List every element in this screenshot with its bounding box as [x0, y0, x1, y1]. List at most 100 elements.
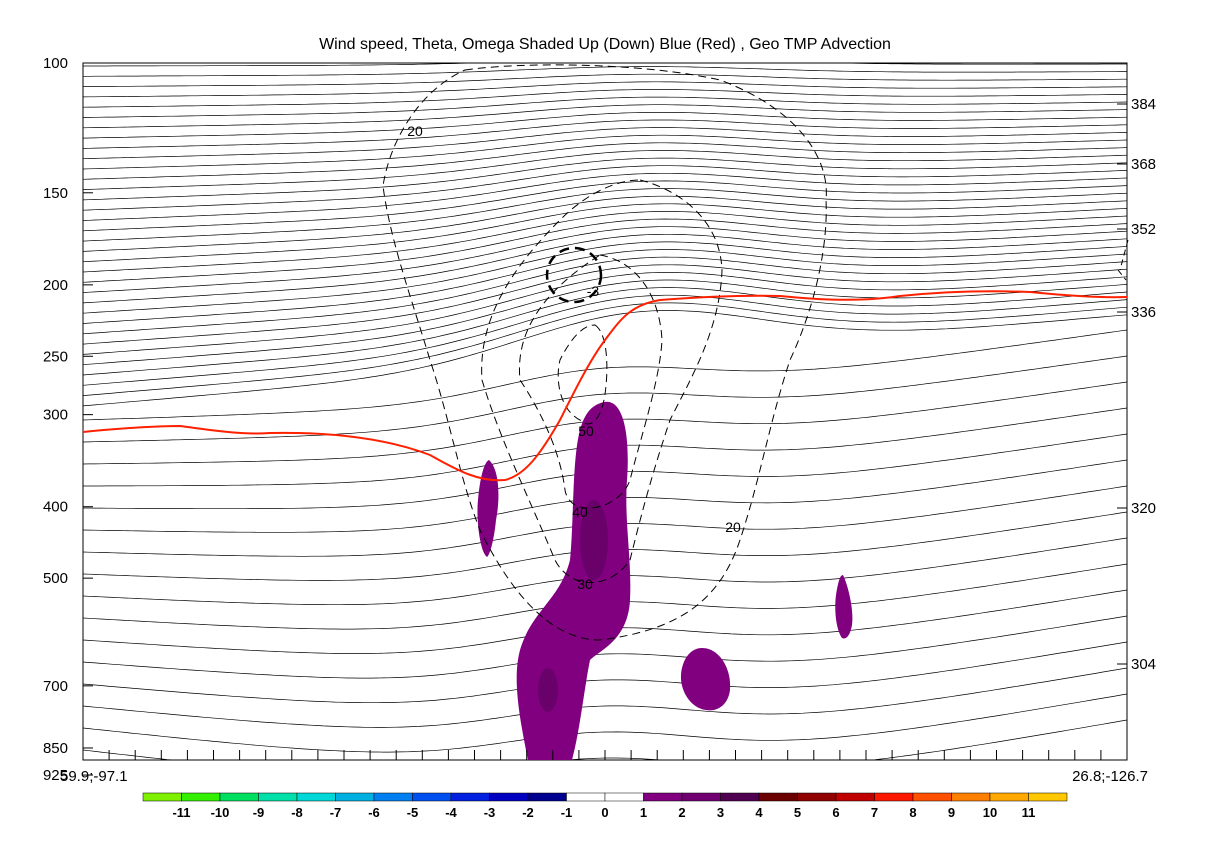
colorbar-label: 7 — [871, 805, 878, 820]
omega-shade-core — [538, 668, 558, 712]
colorbar-label: 4 — [755, 805, 763, 820]
colorbar-label: 5 — [794, 805, 801, 820]
colorbar-label: 1 — [640, 805, 647, 820]
theta-line — [82, 256, 1128, 335]
theta-line — [82, 134, 1128, 170]
colorbar-label: -10 — [211, 805, 230, 820]
wind-speed-contour — [481, 179, 723, 583]
y-left-tick-label: 850 — [43, 740, 68, 757]
colorbar-label: 9 — [948, 805, 955, 820]
colorbar-label: -2 — [522, 805, 534, 820]
colorbar-label: 10 — [983, 805, 997, 820]
colorbar-swatch — [604, 792, 644, 802]
y-right-tick-label: 320 — [1131, 500, 1156, 517]
colorbar-swatch — [874, 792, 914, 802]
y-axis-left-ticks: 100 150 200 250 300 400 500 700 850 925 — [43, 55, 93, 784]
theta-line — [82, 180, 1128, 232]
theta-line — [82, 272, 1128, 355]
colorbar-label: 6 — [832, 805, 839, 820]
colorbar-label: -8 — [291, 805, 303, 820]
colorbar-label: 0 — [601, 805, 608, 820]
contour-label: 20 — [407, 123, 423, 139]
contour-label: -3 — [587, 283, 600, 299]
colorbar-swatch — [489, 792, 529, 802]
colorbar-label: -7 — [330, 805, 342, 820]
theta-line — [82, 81, 1128, 98]
theta-line — [82, 157, 1128, 201]
theta-line — [82, 641, 1128, 704]
theta-line — [82, 188, 1128, 242]
colorbar-swatch — [450, 792, 490, 802]
colorbar-label: -5 — [407, 805, 419, 820]
colorbar-label: -1 — [561, 805, 573, 820]
theta-line — [82, 89, 1128, 108]
colorbar-swatch — [720, 792, 760, 802]
colorbar-swatch — [219, 792, 259, 802]
theta-line — [82, 310, 1128, 407]
colorbar-label: -3 — [484, 805, 496, 820]
colorbar-label: -4 — [445, 805, 457, 820]
y-left-tick-label: 150 — [43, 185, 68, 202]
omega-shade-area — [477, 460, 499, 557]
theta-line — [82, 195, 1128, 252]
theta-line — [82, 142, 1128, 180]
x-endpoint-right: 26.8;-126.7 — [1072, 768, 1148, 785]
theta-line — [82, 249, 1128, 324]
colorbar-swatch — [296, 792, 336, 802]
colorbar-swatch — [681, 792, 721, 802]
theta-line — [82, 264, 1128, 345]
colorbar-swatch — [797, 792, 837, 802]
theta-line — [82, 127, 1128, 160]
wind-speed-contour-labels: 20 50 40 30 20 -3 — [407, 123, 741, 592]
colorbar-swatch — [989, 792, 1029, 802]
contour-label: 40 — [572, 504, 588, 520]
theta-line — [83, 66, 1127, 77]
y-left-tick-label: 700 — [43, 678, 68, 695]
theta-line — [82, 150, 1128, 190]
theta-line — [83, 62, 1127, 67]
colorbar-label: 8 — [909, 805, 916, 820]
omega-shade-area — [835, 575, 853, 639]
wind-speed-contour — [557, 324, 608, 425]
colorbar-swatch — [373, 792, 413, 802]
theta-line — [82, 104, 1128, 129]
y-right-tick-label: 368 — [1131, 156, 1156, 173]
omega-shading — [477, 401, 853, 760]
theta-line — [83, 73, 1127, 87]
theta-line — [82, 96, 1128, 118]
y-right-tick-label: 352 — [1131, 221, 1156, 238]
theta-line — [82, 165, 1128, 211]
wind-speed-contour — [518, 254, 663, 509]
colorbar-label: 2 — [678, 805, 685, 820]
theta-line — [82, 211, 1128, 273]
wind-speed-contours — [382, 64, 1129, 641]
geo-advection-contour — [545, 246, 603, 304]
theta-line — [82, 329, 1128, 421]
omega-shade-core — [580, 500, 608, 580]
x-endpoint-left: 59.9;-97.1 — [60, 768, 128, 785]
colorbar-swatch — [181, 792, 221, 802]
theta-line — [82, 615, 1128, 679]
colorbar-label: -11 — [172, 805, 190, 820]
colorbar-swatch — [835, 792, 875, 802]
contour-label: 30 — [577, 576, 593, 592]
y-left-tick-label: 925 — [43, 767, 68, 784]
theta-line — [82, 693, 1128, 753]
wind-speed-contour — [1117, 239, 1129, 281]
theta-line — [82, 302, 1128, 396]
theta-line — [82, 218, 1128, 283]
colorbar-swatch — [566, 792, 606, 802]
theta-line — [82, 279, 1128, 366]
y-right-tick-label: 384 — [1131, 96, 1156, 113]
colorbar-swatch — [258, 792, 298, 802]
colorbar-label: 11 — [1022, 805, 1036, 820]
y-left-tick-label: 300 — [43, 407, 68, 424]
theta-line — [82, 119, 1128, 149]
tropopause-line — [82, 290, 1128, 482]
theta-line — [82, 667, 1128, 728]
colorbar-swatch — [643, 792, 683, 802]
colorbar-swatch — [412, 792, 452, 802]
colorbar-swatch — [912, 792, 952, 802]
y-left-tick-label: 400 — [43, 499, 68, 516]
